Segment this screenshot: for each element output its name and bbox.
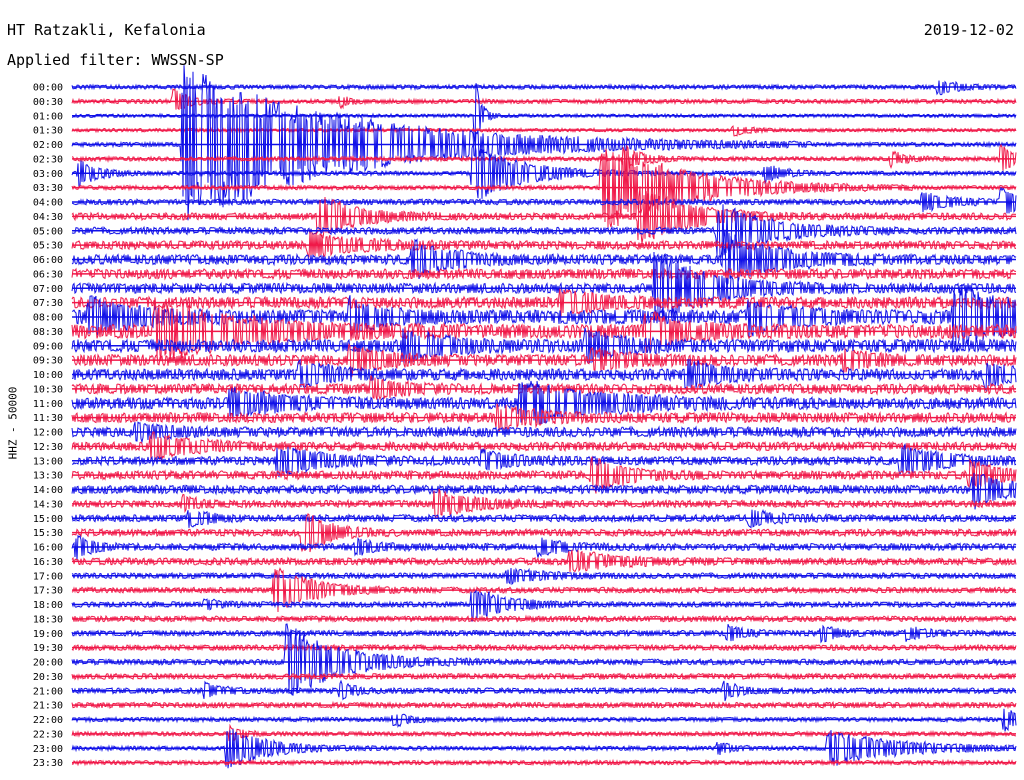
row-time-label: 02:30: [33, 154, 63, 165]
row-time-label: 00:00: [33, 83, 63, 94]
row-time-label: 11:30: [33, 413, 63, 424]
row-time-label: 04:00: [33, 198, 63, 209]
row-time-label: 10:30: [33, 384, 63, 395]
row-time-label: 05:30: [33, 241, 63, 252]
trace-1130: [71, 403, 1016, 433]
row-time-label: 20:30: [33, 672, 63, 683]
row-time-label: 22:00: [33, 715, 63, 726]
row-time-label: 17:00: [33, 571, 63, 582]
date-label: 2019-12-02: [923, 21, 1014, 39]
row-time-label: 00:30: [33, 97, 63, 108]
trace-1200: [71, 421, 1017, 444]
row-time-label: 18:30: [33, 614, 63, 625]
trace-1000: [72, 358, 1017, 392]
row-time-label: 21:00: [33, 686, 63, 697]
trace-1230: [71, 431, 1017, 463]
row-time-label: 18:00: [33, 600, 63, 611]
row-time-label: 20:00: [33, 658, 63, 669]
row-time-label: 23:00: [33, 744, 63, 755]
row-time-label: 01:00: [33, 111, 63, 122]
row-time-label: 05:00: [33, 226, 63, 237]
trace-0130: [71, 125, 1017, 137]
row-time-label: 09:30: [33, 356, 63, 367]
trace-0900: [71, 327, 1017, 364]
trace-0400: [71, 186, 1017, 214]
row-time-label: 23:30: [33, 758, 63, 769]
row-time-label: 06:00: [33, 255, 63, 266]
row-time-label: 15:30: [33, 528, 63, 539]
trace-1300: [71, 442, 1017, 478]
trace-0300: [71, 142, 1017, 199]
row-time-label: 08:00: [33, 313, 63, 324]
trace-group: [71, 65, 1017, 769]
trace-1500: [71, 509, 1017, 529]
trace-1100: [71, 380, 1017, 425]
tick-label-group: 00:00 00:30 01:00 01:30 02:00 02:30 03:00 03:30…: [33, 83, 63, 770]
row-time-label: 14:30: [33, 499, 63, 510]
trace-0930: [71, 343, 1017, 377]
row-time-label: 16:30: [33, 557, 63, 568]
row-time-label: 15:00: [33, 514, 63, 525]
row-time-label: 01:30: [33, 126, 63, 137]
row-time-label: 11:00: [33, 399, 63, 410]
trace-0030: [71, 87, 1017, 111]
station-title: HT Ratzakli, Kefalonia: [7, 21, 206, 39]
trace-0700: [71, 251, 1017, 322]
trace-0430: [71, 186, 1017, 244]
trace-2300: [71, 728, 1017, 769]
row-time-label: 10:00: [33, 370, 63, 381]
row-time-label: 03:00: [33, 169, 63, 180]
trace-1800: [71, 589, 1017, 622]
row-time-label: 16:00: [33, 543, 63, 554]
row-time-label: 03:30: [33, 183, 63, 194]
row-time-label: 19:30: [33, 643, 63, 654]
row-time-label: 19:00: [33, 629, 63, 640]
trace-1530: [71, 513, 1017, 553]
trace-1600: [71, 534, 1017, 561]
row-time-label: 13:30: [33, 471, 63, 482]
row-time-label: 22:30: [33, 729, 63, 740]
row-time-label: 08:30: [33, 327, 63, 338]
row-time-label: 14:00: [33, 485, 63, 496]
row-time-label: 07:00: [33, 284, 63, 295]
row-time-label: 17:30: [33, 586, 63, 597]
filter-label: Applied filter: WWSSN-SP: [7, 51, 224, 69]
trace-1930: [71, 643, 1017, 652]
trace-0100: [71, 83, 1017, 146]
row-time-label: 12:00: [33, 428, 63, 439]
trace-0500: [71, 204, 1017, 258]
row-time-label: 13:00: [33, 456, 63, 467]
row-time-label: 21:30: [33, 701, 63, 712]
trace-2100: [71, 679, 1017, 702]
row-time-label: 02:00: [33, 140, 63, 151]
trace-1830: [71, 614, 1017, 624]
row-time-label: 12:30: [33, 442, 63, 453]
row-time-label: 04:30: [33, 212, 63, 223]
row-time-label: 06:30: [33, 269, 63, 280]
row-time-label: 07:30: [33, 298, 63, 309]
row-time-label: 09:00: [33, 341, 63, 352]
